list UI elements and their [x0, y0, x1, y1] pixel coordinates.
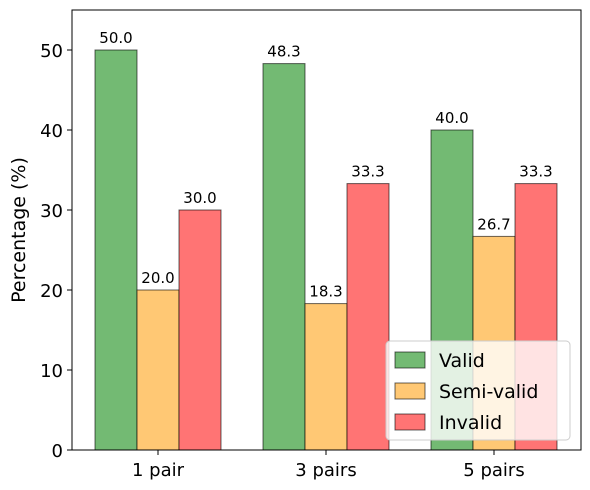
bar-valid-2 — [262, 63, 306, 451]
legend-swatch — [394, 351, 426, 369]
bar-semi-valid-2 — [304, 303, 348, 451]
data-label: 50.0 — [99, 29, 132, 47]
legend-label: Invalid — [439, 412, 502, 434]
bar-invalid-2 — [346, 183, 390, 451]
legend-swatch — [394, 413, 426, 431]
y-tick-label: 20 — [40, 281, 63, 302]
data-label: 33.3 — [351, 163, 384, 181]
y-axis-title: Percentage (%) — [8, 157, 30, 303]
data-label: 33.3 — [519, 163, 552, 181]
data-label: 40.0 — [435, 109, 468, 127]
data-label: 20.0 — [141, 269, 174, 287]
x-axis: 1 pair 3 pairs 5 pairs — [132, 450, 525, 481]
data-labels: 50.0 20.0 30.0 48.3 18.3 33.3 40.0 26.7 33.3 — [99, 29, 552, 301]
data-label: 48.3 — [267, 43, 300, 61]
bar-semi-valid-1 — [136, 289, 180, 451]
y-tick-label: 0 — [52, 441, 63, 462]
x-tick-label: 1 pair — [132, 460, 185, 481]
y-tick-label: 40 — [40, 121, 63, 142]
y-axis: 0 10 20 30 40 50 — [40, 41, 72, 462]
y-tick-label: 10 — [40, 361, 63, 382]
legend-box — [385, 340, 571, 441]
y-tick-label: 30 — [40, 201, 63, 222]
x-tick-label: 5 pairs — [463, 460, 524, 481]
legend-label: Valid — [439, 350, 485, 372]
bar-valid-1 — [94, 49, 138, 451]
y-tick-label: 50 — [40, 41, 63, 62]
legend-label: Semi-valid — [439, 381, 538, 403]
legend-swatch — [394, 382, 426, 400]
bar-invalid-1 — [178, 209, 222, 451]
x-tick-label: 3 pairs — [295, 460, 356, 481]
legend: Valid Semi-valid Invalid — [385, 340, 571, 441]
data-label: 26.7 — [477, 215, 510, 233]
data-label: 18.3 — [309, 283, 342, 301]
data-label: 30.0 — [183, 189, 216, 207]
